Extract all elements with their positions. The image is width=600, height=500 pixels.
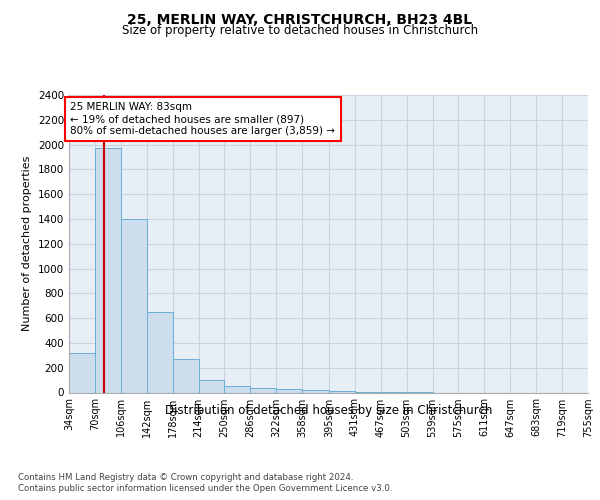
Bar [224,386,250,392]
Text: Size of property relative to detached houses in Christchurch: Size of property relative to detached ho… [122,24,478,37]
Text: Distribution of detached houses by size in Christchurch: Distribution of detached houses by size … [165,404,493,417]
Bar [277,390,302,392]
Text: 25, MERLIN WAY, CHRISTCHURCH, BH23 4BL: 25, MERLIN WAY, CHRISTCHURCH, BH23 4BL [127,12,473,26]
Bar [199,380,224,392]
Bar [95,148,121,392]
Bar [173,359,199,392]
Bar [302,390,329,392]
Text: 25 MERLIN WAY: 83sqm
← 19% of detached houses are smaller (897)
80% of semi-deta: 25 MERLIN WAY: 83sqm ← 19% of detached h… [70,102,335,136]
Bar [121,219,147,392]
Bar [69,353,95,393]
Y-axis label: Number of detached properties: Number of detached properties [22,156,32,332]
Bar [147,312,173,392]
Bar [329,390,355,392]
Text: Contains public sector information licensed under the Open Government Licence v3: Contains public sector information licen… [18,484,392,493]
Bar [250,388,277,392]
Text: Contains HM Land Registry data © Crown copyright and database right 2024.: Contains HM Land Registry data © Crown c… [18,472,353,482]
